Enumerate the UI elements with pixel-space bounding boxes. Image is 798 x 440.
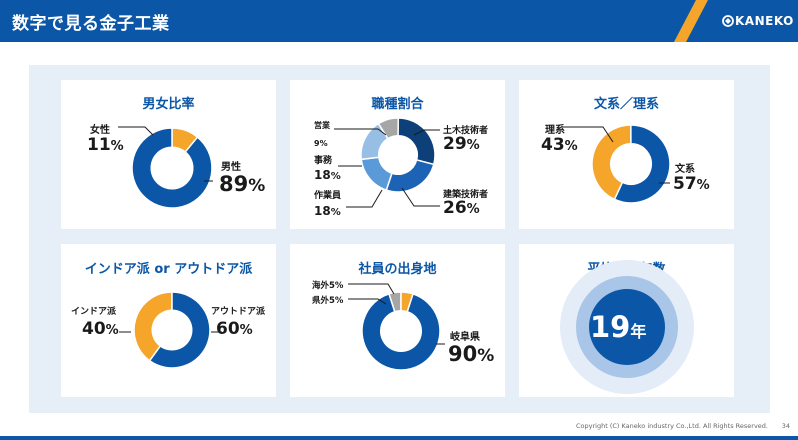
outdoor-number: 60 (216, 319, 240, 339)
office-unit: % (330, 171, 341, 182)
outdoor-label: アウトドア派 (211, 307, 266, 317)
kaneko-logo: KANEKO (674, 0, 798, 42)
major-leader-lines (561, 126, 670, 184)
other-pref-label: 県外5% (312, 296, 344, 306)
sales-unit: % (319, 139, 328, 148)
civil-value: 29% (443, 134, 480, 154)
jobs-card: 職種割合 営業 9% 事務 18% 作業員 18% 土木技術者 29% 建築技術… (290, 80, 505, 229)
building-label: 建築技術者 (443, 190, 489, 200)
civil-label: 土木技術者 (443, 126, 489, 136)
worker-number: 18 (314, 204, 331, 218)
indoor-unit: % (105, 323, 119, 338)
gender-card: 男女比率 女性 11% 男性 89% (61, 80, 276, 229)
slice-indoor (133, 291, 173, 362)
slice-science (591, 124, 632, 201)
science-unit: % (564, 139, 578, 154)
kaneko-mark-icon (722, 15, 734, 27)
logo-text: KANEKO (735, 14, 794, 28)
civil-number: 29 (443, 134, 467, 154)
female-number: 11 (87, 135, 111, 155)
gender-title: 男女比率 (142, 97, 195, 112)
female-unit: % (110, 139, 124, 154)
male-label: 男性 (221, 162, 241, 173)
jobs-leader-lines (334, 128, 440, 208)
major-donut-chart (591, 124, 671, 204)
major-card: 文系／理系 理系 43% 文系 57% (519, 80, 734, 229)
logo-blue-shape (686, 0, 798, 42)
origin-card: 社員の出身地 海外5% 県外5% 岐阜県 90% (290, 244, 505, 397)
sales-number: 9 (314, 139, 320, 148)
slice-outdoor (148, 291, 211, 369)
gifu-number: 90 (448, 342, 478, 366)
jobs-donut-chart (360, 117, 436, 193)
building-unit: % (466, 202, 480, 217)
tenure-badge (560, 260, 694, 394)
origin-title: 社員の出身地 (358, 262, 437, 277)
slice-office (360, 122, 389, 161)
bottom-rule (0, 436, 798, 440)
female-label: 女性 (90, 125, 110, 136)
male-number: 89 (219, 172, 249, 196)
indoor-number: 40 (82, 319, 106, 339)
female-value: 11% (87, 135, 124, 155)
worker-unit: % (330, 207, 341, 218)
office-number: 18 (314, 168, 331, 182)
tenure-number: 19 (590, 310, 631, 344)
slice-male (131, 127, 213, 209)
building-value: 26% (443, 198, 480, 218)
indoor-value: 40% (82, 319, 119, 339)
gifu-value: 90% (448, 342, 494, 366)
building-number: 26 (443, 198, 467, 218)
preference-card: インドア派 or アウトドア派 インドア派 40% アウトドア派 60% (61, 244, 276, 397)
origin-donut-chart (361, 291, 441, 371)
worker-value: 18% (314, 200, 341, 219)
page-number: 34 (781, 422, 790, 430)
gifu-unit: % (477, 346, 495, 366)
male-value: 89% (219, 172, 265, 196)
sales-value: 9% (314, 131, 328, 150)
copyright-text: Copyright (C) Kaneko industry Co.,Ltd. A… (576, 422, 768, 430)
slice-gifu (361, 292, 441, 371)
science-label: 理系 (545, 125, 565, 136)
male-unit: % (248, 176, 266, 196)
outdoor-value: 60% (216, 319, 253, 339)
office-label: 事務 (314, 156, 333, 166)
tenure-unit: 年 (630, 322, 647, 341)
logo-background (674, 0, 798, 42)
humanities-value: 57% (673, 174, 710, 194)
worker-label: 作業員 (314, 191, 342, 201)
indoor-label: インドア派 (71, 307, 117, 317)
humanities-label: 文系 (675, 164, 695, 175)
gifu-label: 岐阜県 (450, 332, 480, 343)
jobs-title: 職種割合 (371, 97, 424, 112)
humanities-number: 57 (673, 174, 697, 194)
preference-donut-chart (133, 291, 211, 369)
tenure-value: 19年 (590, 310, 646, 344)
sales-label: 営業 (314, 121, 330, 130)
preference-title: インドア派 or アウトドア派 (84, 262, 253, 277)
tenure-card: 平均勤続年数 19年 (519, 244, 734, 397)
office-value: 18% (314, 164, 341, 183)
overseas-label: 海外5% (312, 281, 344, 291)
science-value: 43% (541, 135, 578, 155)
gender-donut-chart (131, 127, 213, 209)
science-number: 43 (541, 135, 565, 155)
footer: Copyright (C) Kaneko industry Co.,Ltd. A… (0, 420, 798, 440)
page-title: 数字で見る金子工業 (12, 14, 170, 34)
slice-humanities (613, 124, 671, 204)
origin-leader-lines (348, 283, 445, 345)
humanities-unit: % (696, 178, 710, 193)
civil-unit: % (466, 138, 480, 153)
header-bar: 数字で見る金子工業 (0, 0, 798, 42)
tenure-inner-circle (589, 289, 665, 365)
preference-leader-lines (119, 331, 222, 333)
outdoor-unit: % (239, 323, 253, 338)
major-title: 文系／理系 (593, 97, 659, 112)
gender-leader-lines (118, 126, 213, 182)
